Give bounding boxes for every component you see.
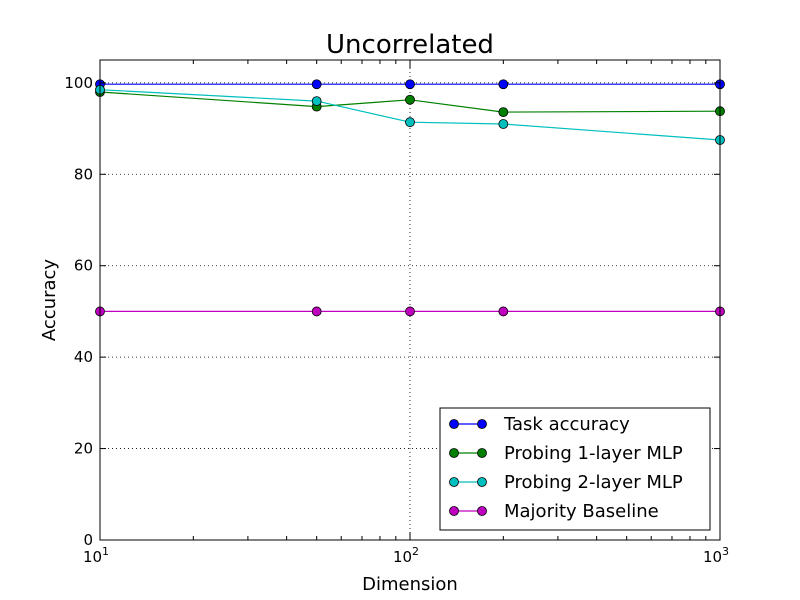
x-tick-label: 103 xyxy=(703,545,729,566)
plot-series xyxy=(95,79,725,317)
data-point xyxy=(311,79,322,90)
data-point xyxy=(498,107,509,118)
legend-marker xyxy=(449,477,459,487)
data-point xyxy=(311,96,322,107)
legend-marker xyxy=(477,448,487,458)
x-tick-label: 102 xyxy=(393,545,419,566)
legend-label: Majority Baseline xyxy=(504,501,659,522)
data-point xyxy=(498,119,509,129)
y-tick-label: 80 xyxy=(74,165,93,183)
x-axis-label: Dimension xyxy=(362,574,458,595)
y-tick-label: 20 xyxy=(74,440,93,458)
legend-label: Task accuracy xyxy=(503,414,630,435)
legend-marker xyxy=(449,448,459,458)
x-tick-base: 10 xyxy=(83,548,102,566)
y-axis-label: Accuracy xyxy=(39,259,60,342)
data-point xyxy=(405,306,415,317)
data-point xyxy=(498,79,509,90)
y-tick-label: 40 xyxy=(74,348,93,366)
legend-marker xyxy=(477,506,487,516)
x-tick-label: 101 xyxy=(83,545,109,566)
legend-marker xyxy=(449,506,459,516)
legend-marker xyxy=(477,419,487,429)
y-tick-label: 0 xyxy=(83,531,93,549)
data-point xyxy=(311,306,322,317)
y-tick-label: 60 xyxy=(74,257,93,275)
chart-title: Uncorrelated xyxy=(326,30,494,60)
legend-label: Probing 2-layer MLP xyxy=(504,472,683,493)
legend-label: Probing 1-layer MLP xyxy=(504,443,683,464)
x-tick-base: 10 xyxy=(703,548,722,566)
legend-marker xyxy=(449,419,459,429)
x-tick-exponent: 2 xyxy=(412,545,419,558)
x-tick-exponent: 3 xyxy=(722,545,729,558)
legend: Task accuracy Probing 1-layer MLP Probing … xyxy=(439,407,711,531)
data-point xyxy=(405,94,415,105)
data-point xyxy=(405,79,415,90)
data-point xyxy=(498,306,509,317)
x-tick-exponent: 1 xyxy=(102,545,109,558)
x-tick-base: 10 xyxy=(393,548,412,566)
legend-marker xyxy=(477,477,487,487)
y-tick-label: 100 xyxy=(64,74,93,92)
data-point xyxy=(405,117,415,128)
